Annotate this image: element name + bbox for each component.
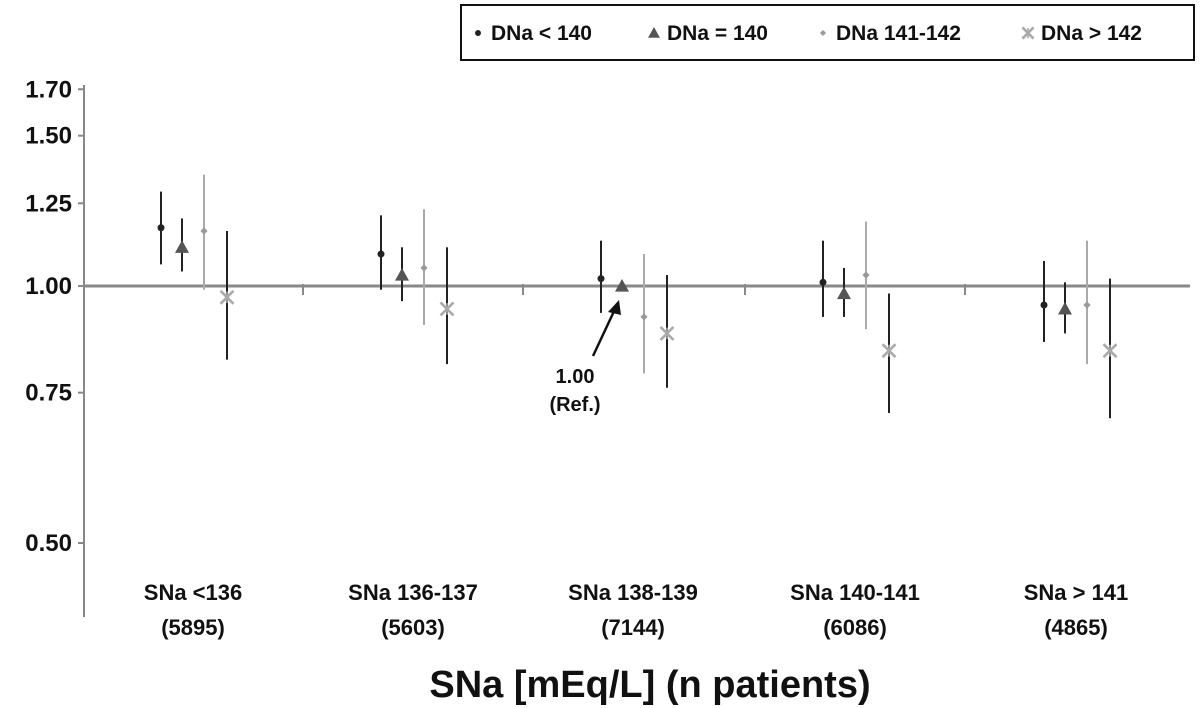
- data-marks: [157, 174, 1118, 419]
- point-circle: [475, 30, 481, 36]
- reference-annotation: 1.00 (Ref.): [549, 300, 621, 416]
- point-triangle: [615, 279, 629, 292]
- x-category-count: (5603): [381, 615, 445, 640]
- point-diamond: [640, 313, 648, 321]
- legend-label: DNa > 142: [1041, 22, 1142, 45]
- point-circle: [597, 275, 605, 283]
- x-category-label: SNa 138-139: [568, 580, 698, 605]
- legend-label: DNa = 140: [667, 22, 768, 45]
- x-separators: [302, 284, 966, 295]
- x-category-label: SNa <136: [144, 580, 242, 605]
- y-tick-label: 0.75: [25, 380, 72, 407]
- annotation-ref: (Ref.): [549, 394, 600, 416]
- point-triangle: [648, 27, 660, 38]
- y-tick-label: 1.50: [25, 123, 72, 150]
- point-triangle: [837, 286, 851, 300]
- point-diamond: [200, 227, 208, 235]
- x-category-label: SNa > 141: [1024, 580, 1129, 605]
- legend-item: DNa = 140: [648, 22, 768, 45]
- legend-item: DNa < 140: [475, 22, 592, 45]
- x-category-count: (6086): [823, 615, 887, 640]
- point-circle: [1040, 301, 1048, 309]
- legend-item: DNa > 142: [1021, 22, 1142, 45]
- x-category-labels: SNa <136 (5895) SNa 136-137 (5603) SNa 138-1…: [144, 580, 1129, 640]
- point-circle: [819, 278, 827, 286]
- point-cross: [881, 343, 897, 359]
- x-category-count: (5895): [161, 615, 225, 640]
- y-tick-label: 1.00: [25, 273, 72, 300]
- legend-item: DNa 141-142: [819, 22, 961, 45]
- point-cross: [1102, 343, 1118, 359]
- point-diamond: [819, 29, 827, 37]
- point-cross: [659, 325, 675, 341]
- annotation-value: 1.00: [556, 366, 595, 388]
- legend: DNa < 140 DNa = 140 DNa 141-142 DNa > 142: [460, 4, 1195, 61]
- point-triangle: [175, 240, 189, 253]
- legend-label: DNa < 140: [491, 22, 592, 45]
- point-diamond: [420, 264, 428, 272]
- x-category-count: (4865): [1044, 615, 1108, 640]
- x-category-count: (7144): [601, 615, 665, 640]
- point-circle: [377, 250, 385, 258]
- point-cross: [219, 289, 235, 305]
- point-circle: [157, 224, 165, 232]
- point-diamond: [1083, 301, 1091, 309]
- y-tick-label: 1.70: [25, 76, 72, 103]
- x-category-label: SNa 140-141: [790, 580, 920, 605]
- y-tick-label: 1.25: [25, 190, 72, 217]
- point-diamond: [862, 271, 870, 279]
- point-triangle: [1058, 301, 1072, 315]
- x-axis-title: SNa [mEq/L] (n patients): [429, 664, 870, 706]
- legend-label: DNa 141-142: [836, 22, 961, 45]
- annotation-arrow-line: [591, 306, 618, 357]
- y-ticks: 0.50 0.75 1.00 1.25 1.50 1.70: [25, 76, 84, 557]
- y-tick-label: 0.50: [25, 530, 72, 557]
- point-cross: [1021, 26, 1035, 40]
- annotation-arrow-head: [608, 300, 621, 315]
- point-triangle: [395, 268, 409, 281]
- point-cross: [439, 301, 455, 317]
- x-category-label: SNa 136-137: [348, 580, 478, 605]
- legend-box: [460, 4, 1195, 61]
